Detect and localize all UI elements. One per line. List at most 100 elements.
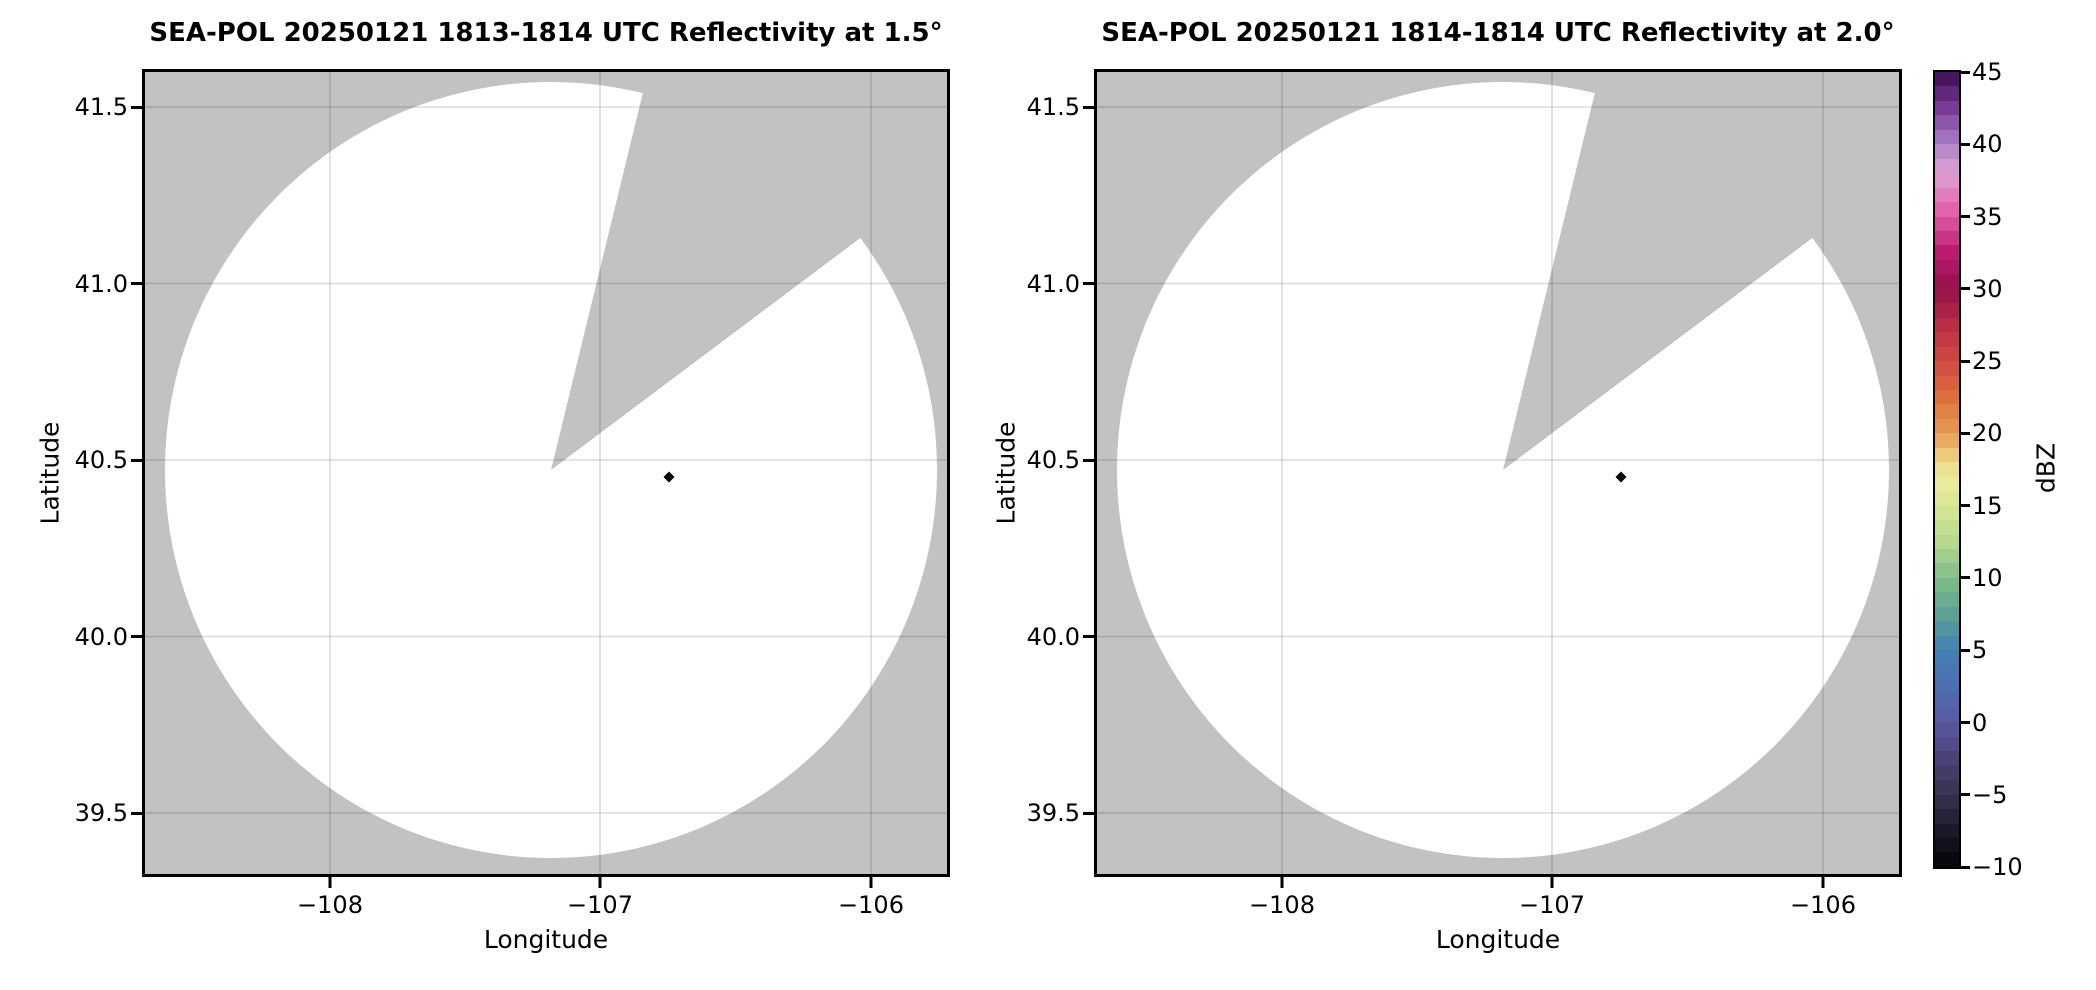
colorbar-band (1935, 505, 1959, 521)
colorbar-band (1935, 332, 1959, 347)
colorbar-band (1935, 563, 1959, 578)
y-axis-tick (131, 811, 142, 815)
y-axis-label: Latitude (991, 421, 1021, 525)
colorbar-tick (1961, 70, 1970, 74)
colorbar-tick (1961, 793, 1970, 797)
colorbar-tick-label: 45 (1972, 58, 2003, 86)
colorbar-tick (1961, 142, 1970, 146)
colorbar-band (1935, 664, 1959, 680)
colorbar-tick (1961, 504, 1970, 508)
x-axis-tick (869, 877, 873, 888)
colorbar-tick-label: −5 (1972, 780, 2008, 809)
colorbar-band (1935, 577, 1959, 593)
gridlines (145, 72, 947, 874)
colorbar-band (1935, 433, 1959, 448)
y-tick-label: 40.5 (74, 446, 128, 474)
y-axis-tick (131, 105, 142, 109)
colorbar-band (1935, 621, 1959, 636)
site-marker-diamond (663, 471, 675, 483)
colorbar-tick-label: 15 (1972, 491, 2003, 520)
colorbar-band (1935, 303, 1959, 318)
colorbar-band (1935, 794, 1959, 810)
y-axis-tick (1083, 458, 1094, 462)
colorbar-band (1935, 375, 1959, 390)
y-tick-label: 40.0 (1026, 622, 1080, 651)
left-plot-title: SEA-POL 20250121 1813-1814 UTC Reflectiv… (149, 18, 943, 48)
colorbar-band (1935, 838, 1959, 853)
colorbar-band (1935, 722, 1959, 737)
x-axis-tick (1550, 877, 1554, 888)
y-tick-label: 41.5 (1026, 93, 1080, 121)
missing-data-wedge (1503, 72, 1899, 470)
colorbar-band (1935, 418, 1959, 434)
colorbar-band (1935, 447, 1959, 463)
right-radar-ppi (1097, 72, 1899, 874)
colorbar-band (1935, 158, 1959, 174)
colorbar-band (1935, 592, 1959, 607)
y-axis-tick (1083, 811, 1094, 815)
y-axis-tick (1083, 635, 1094, 638)
colorbar-tick (1961, 359, 1970, 363)
y-axis-tick (131, 635, 142, 638)
colorbar-band (1935, 852, 1959, 867)
colorbar-band (1935, 476, 1959, 492)
colorbar-band (1935, 187, 1959, 203)
colorbar-band (1935, 216, 1959, 231)
colorbar-band (1935, 72, 1959, 87)
colorbar-band (1935, 389, 1959, 405)
colorbar-band (1935, 404, 1959, 419)
colorbar-title: dBZ (2031, 442, 2061, 494)
colorbar-band (1935, 346, 1959, 362)
colorbar-tick-label: 10 (1972, 563, 2003, 592)
x-axis-tick (1821, 877, 1825, 888)
colorbar-band (1935, 520, 1959, 535)
colorbar-band (1935, 202, 1959, 217)
colorbar-band (1935, 635, 1959, 651)
colorbar-band (1935, 288, 1959, 304)
colorbar-band (1935, 361, 1959, 376)
y-tick-label: 40.5 (1026, 446, 1080, 474)
colorbar-tick-label: 5 (1972, 636, 1988, 665)
colorbar-tick-label: 40 (1972, 130, 2003, 159)
colorbar-band (1935, 115, 1959, 130)
colorbar-tick-label: −10 (1972, 853, 2023, 881)
colorbar-band (1935, 317, 1959, 333)
y-tick-label: 41.5 (74, 93, 128, 121)
x-axis-tick (598, 877, 602, 888)
x-tick-label: −108 (1249, 891, 1315, 919)
y-tick-label: 41.0 (1026, 269, 1080, 298)
x-axis-label: Longitude (483, 925, 609, 954)
colorbar-band (1935, 548, 1959, 564)
colorbar-band (1935, 100, 1959, 116)
colorbar-tick (1961, 865, 1970, 869)
left-radar-ppi (145, 72, 947, 874)
colorbar-band (1935, 129, 1959, 145)
right-plot-title: SEA-POL 20250121 1814-1814 UTC Reflectiv… (1101, 18, 1895, 48)
colorbar-tick (1961, 648, 1970, 652)
colorbar-band (1935, 765, 1959, 781)
y-tick-label: 40.0 (74, 622, 128, 651)
colorbar-band (1935, 491, 1959, 506)
missing-data-wedge (551, 72, 947, 470)
colorbar-tick (1961, 721, 1970, 724)
x-tick-label: −108 (297, 891, 363, 919)
colorbar-band (1935, 230, 1959, 246)
colorbar-tick-label: 20 (1972, 419, 2003, 448)
colorbar-tick (1961, 215, 1970, 218)
x-axis-tick (1280, 877, 1284, 888)
colorbar (1933, 70, 1961, 869)
colorbar-band (1935, 707, 1959, 723)
colorbar-band (1935, 534, 1959, 549)
x-tick-label: −107 (1519, 891, 1585, 919)
y-axis-tick (131, 458, 142, 462)
colorbar-tick (1961, 287, 1970, 291)
x-tick-label: −106 (1790, 891, 1856, 919)
y-tick-label: 41.0 (74, 269, 128, 298)
y-axis-label: Latitude (35, 421, 65, 525)
colorbar-band (1935, 823, 1959, 839)
colorbar-band (1935, 274, 1959, 289)
colorbar-band (1935, 693, 1959, 708)
colorbar-band (1935, 86, 1959, 101)
y-axis-tick (1083, 105, 1094, 109)
